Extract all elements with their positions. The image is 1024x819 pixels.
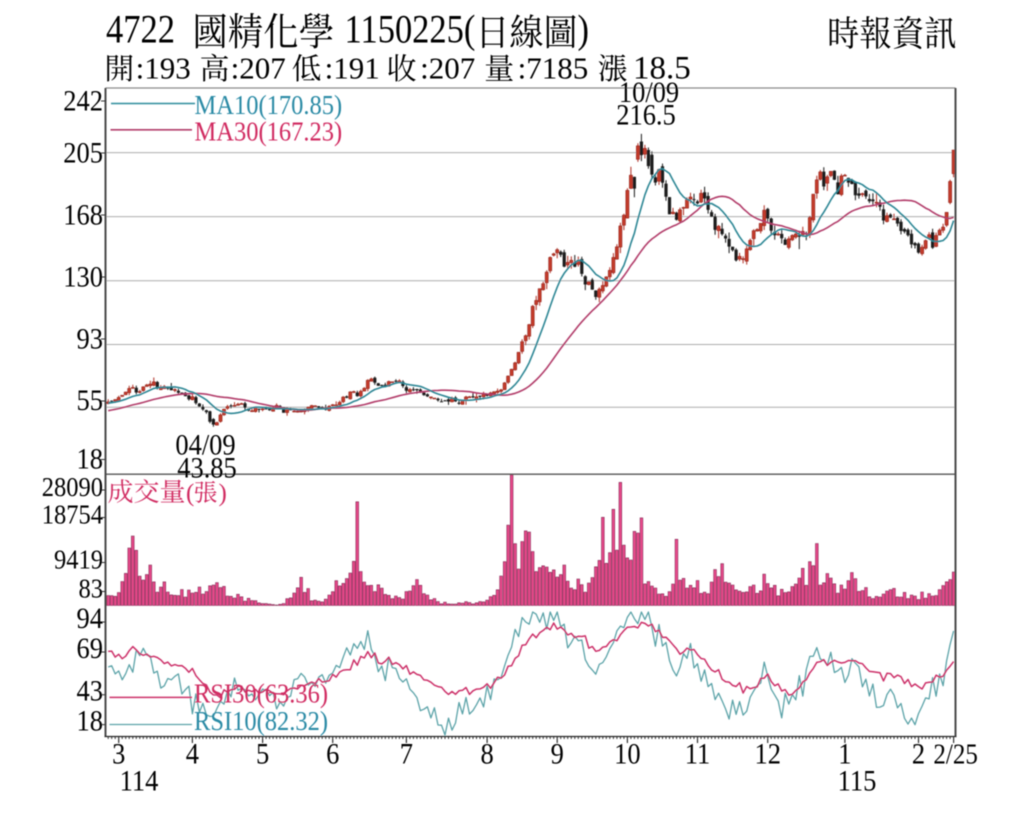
- svg-text:43.85: 43.85: [177, 452, 237, 485]
- svg-text:69: 69: [77, 633, 103, 666]
- svg-text:168: 168: [63, 199, 103, 232]
- svg-text:2/25: 2/25: [933, 738, 977, 770]
- svg-text:11: 11: [685, 738, 711, 771]
- svg-text:12: 12: [754, 738, 780, 771]
- svg-text:83: 83: [79, 573, 103, 604]
- svg-text:205: 205: [63, 137, 103, 170]
- svg-text:4722: 4722: [106, 8, 175, 52]
- svg-text:28090: 28090: [42, 472, 103, 503]
- svg-text:RSI10(82.32): RSI10(82.32): [194, 706, 328, 736]
- svg-text:2: 2: [912, 738, 925, 771]
- svg-text:114: 114: [120, 765, 159, 798]
- svg-text:55: 55: [77, 385, 103, 418]
- svg-text:9: 9: [551, 738, 564, 771]
- svg-text:6: 6: [326, 738, 339, 771]
- svg-text:): ): [578, 8, 589, 52]
- svg-text:94: 94: [77, 603, 103, 636]
- svg-text:242: 242: [63, 85, 103, 118]
- svg-text:93: 93: [77, 323, 103, 356]
- svg-text:5: 5: [256, 738, 269, 771]
- svg-text:RSI30(63.36): RSI30(63.36): [194, 678, 328, 708]
- svg-text:): ): [219, 480, 227, 507]
- svg-text:4: 4: [186, 738, 199, 771]
- svg-text:04/09: 04/09: [175, 429, 235, 462]
- svg-text:18: 18: [77, 443, 103, 476]
- svg-text:115: 115: [838, 765, 877, 798]
- svg-text:130: 130: [63, 261, 103, 294]
- svg-text:43: 43: [77, 675, 103, 708]
- svg-text:1: 1: [838, 738, 851, 771]
- svg-text:9419: 9419: [54, 544, 103, 575]
- svg-text::207: :207: [420, 51, 475, 86]
- svg-text::207: :207: [231, 51, 286, 86]
- svg-text:1150225(: 1150225(: [345, 8, 476, 52]
- svg-text:MA10(170.85): MA10(170.85): [195, 90, 343, 120]
- svg-text:MA30(167.23): MA30(167.23): [195, 116, 343, 146]
- svg-text:7: 7: [400, 738, 413, 771]
- svg-text:18: 18: [77, 705, 103, 738]
- svg-text:10/09: 10/09: [619, 77, 679, 110]
- svg-text::7185: :7185: [518, 51, 589, 86]
- svg-text::193: :193: [136, 51, 191, 86]
- svg-text:10: 10: [614, 738, 640, 771]
- svg-text:3: 3: [112, 738, 125, 771]
- svg-text::191: :191: [325, 51, 380, 86]
- svg-text:(: (: [186, 480, 194, 507]
- svg-text:8: 8: [480, 738, 493, 771]
- svg-text:18754: 18754: [42, 499, 103, 530]
- svg-text:216.5: 216.5: [616, 99, 676, 132]
- svg-text:18.5: 18.5: [633, 51, 691, 87]
